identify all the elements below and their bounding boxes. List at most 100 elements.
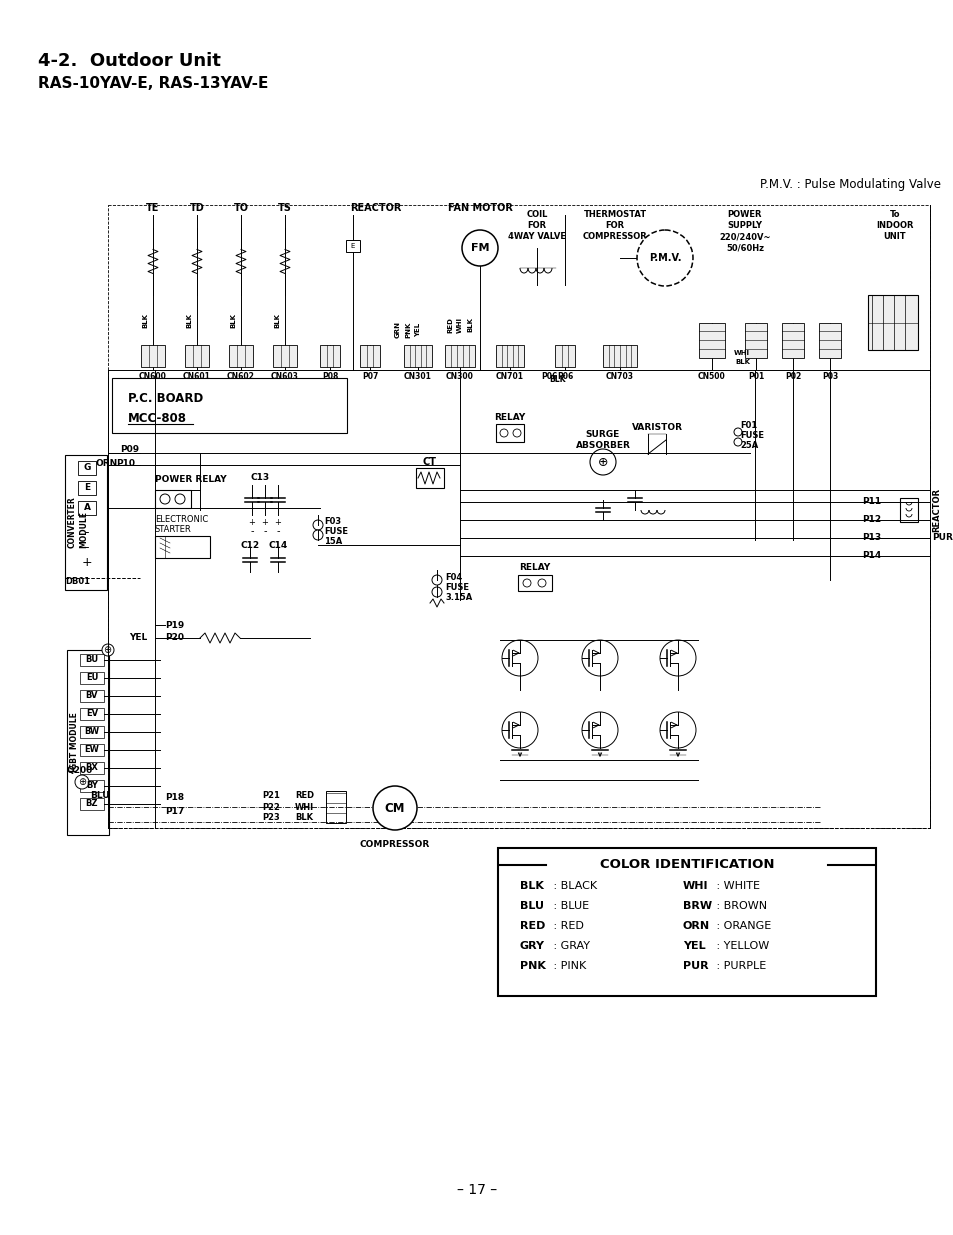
Text: COIL
FOR
4WAY VALVE: COIL FOR 4WAY VALVE [507, 210, 565, 241]
Text: Q200: Q200 [67, 766, 93, 774]
Text: P19: P19 [165, 620, 184, 630]
Text: P06: P06 [541, 372, 558, 382]
Text: P01: P01 [747, 372, 763, 382]
Text: : BROWN: : BROWN [712, 902, 766, 911]
Text: PUR: PUR [931, 534, 952, 542]
Text: WHI: WHI [733, 350, 749, 356]
Text: -: - [276, 526, 279, 536]
Circle shape [461, 230, 497, 266]
Text: BLU: BLU [519, 902, 543, 911]
Text: POWER RELAY: POWER RELAY [154, 475, 227, 484]
Text: FUSE: FUSE [740, 431, 763, 440]
Bar [80, 690, 104, 701]
Bar [78, 501, 96, 515]
Text: BU: BU [86, 656, 98, 664]
Text: P10: P10 [116, 459, 135, 468]
Text: 15A: 15A [324, 536, 342, 546]
Text: RED: RED [294, 792, 314, 800]
Circle shape [522, 579, 531, 587]
Text: -: - [85, 526, 90, 540]
Circle shape [513, 429, 520, 437]
Bar [78, 461, 96, 475]
Text: CN500: CN500 [698, 372, 725, 382]
Text: BLK: BLK [734, 359, 749, 366]
Bar [867, 295, 917, 350]
Circle shape [102, 643, 113, 656]
Text: : PURPLE: : PURPLE [712, 961, 765, 971]
Text: BLK: BLK [294, 814, 313, 823]
Text: To
INDOOR
UNIT: To INDOOR UNIT [876, 210, 913, 241]
Text: ⊕: ⊕ [103, 645, 111, 655]
Bar [496, 345, 523, 367]
Text: -: - [263, 526, 267, 536]
Circle shape [75, 776, 89, 789]
Text: P17: P17 [165, 808, 184, 816]
Text: E: E [351, 243, 355, 249]
Text: EV: EV [86, 709, 98, 719]
Text: CN601: CN601 [183, 372, 211, 382]
Text: BLK: BLK [274, 312, 280, 327]
Bar [80, 798, 104, 810]
Text: BW: BW [85, 727, 99, 736]
Bar [496, 424, 523, 442]
Bar [80, 762, 104, 774]
Text: P23: P23 [262, 814, 279, 823]
Bar [416, 468, 443, 488]
Text: TO: TO [233, 203, 248, 212]
Text: +: + [249, 517, 255, 527]
Bar [80, 781, 104, 792]
Circle shape [313, 530, 323, 540]
Text: BLK: BLK [549, 375, 566, 384]
Bar [65, 454, 107, 590]
Text: : RED: : RED [550, 921, 583, 931]
Bar [555, 345, 575, 367]
Circle shape [174, 494, 185, 504]
Circle shape [432, 587, 441, 597]
Bar [602, 345, 637, 367]
Text: TE: TE [146, 203, 159, 212]
Text: MCC-808: MCC-808 [128, 411, 187, 425]
Text: P09: P09 [120, 446, 139, 454]
Text: C13: C13 [251, 473, 270, 482]
Text: P22: P22 [262, 803, 279, 811]
Text: : WHITE: : WHITE [712, 881, 760, 890]
Text: REACTOR: REACTOR [931, 488, 940, 532]
Text: P02: P02 [784, 372, 801, 382]
Text: CN301: CN301 [404, 372, 432, 382]
Text: BLK: BLK [186, 312, 192, 327]
Text: CT: CT [422, 457, 436, 467]
Text: CN703: CN703 [605, 372, 634, 382]
Text: RAS-10YAV-E, RAS-13YAV-E: RAS-10YAV-E, RAS-13YAV-E [38, 77, 268, 91]
Text: CN300: CN300 [446, 372, 474, 382]
Bar [444, 345, 475, 367]
Text: P18: P18 [165, 794, 184, 803]
Text: BLK: BLK [230, 312, 235, 327]
Text: P06: P06 [557, 372, 573, 382]
Text: EW: EW [85, 746, 99, 755]
Text: CM: CM [384, 802, 405, 815]
Text: F04: F04 [444, 573, 462, 583]
Text: -: - [250, 526, 253, 536]
Text: F01: F01 [740, 420, 757, 430]
Bar [497, 848, 875, 995]
Text: YEL: YEL [682, 941, 705, 951]
Text: BY: BY [86, 782, 98, 790]
Text: COMPRESSOR: COMPRESSOR [359, 840, 430, 848]
Text: 4-2.  Outdoor Unit: 4-2. Outdoor Unit [38, 52, 221, 70]
Text: CN600: CN600 [139, 372, 167, 382]
Text: P.M.V.: P.M.V. [648, 253, 680, 263]
Text: P07: P07 [361, 372, 377, 382]
Text: P13: P13 [862, 534, 881, 542]
Bar [80, 743, 104, 756]
Text: P.C. BOARD: P.C. BOARD [128, 391, 203, 405]
Text: WHI: WHI [294, 803, 314, 811]
Circle shape [733, 438, 741, 446]
Text: RED: RED [519, 921, 545, 931]
Text: C14: C14 [268, 541, 287, 550]
Text: YEL: YEL [129, 634, 147, 642]
Text: REACTOR: REACTOR [350, 203, 401, 212]
Text: PNK: PNK [519, 961, 545, 971]
Text: P20: P20 [165, 634, 184, 642]
Text: : PINK: : PINK [550, 961, 586, 971]
Text: BLK: BLK [519, 881, 543, 890]
